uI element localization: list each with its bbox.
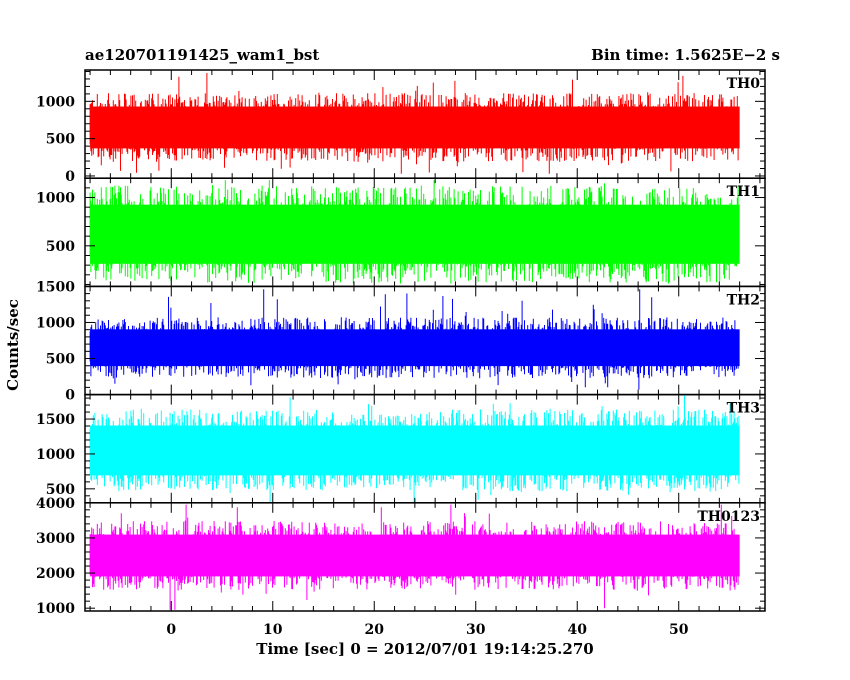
y-tick-label: 500 xyxy=(46,482,75,498)
series-th0 xyxy=(89,73,740,174)
x-tick-label: 10 xyxy=(263,622,283,638)
panel-frame xyxy=(84,502,766,612)
y-tick-label: 4000 xyxy=(36,496,75,512)
x-tick-label: 0 xyxy=(166,622,176,638)
panel-label: TH3 xyxy=(727,401,760,417)
panel-th3: 500 1000 1500 TH3 xyxy=(36,393,766,504)
series-trace xyxy=(89,395,740,503)
y-tick-label: 0 xyxy=(65,388,75,404)
plot-title-left: ae120701191425_wam1_bst xyxy=(85,46,319,64)
y-tick-label: 2000 xyxy=(36,566,75,582)
series-th1 xyxy=(89,180,740,284)
y-tick-label: 1500 xyxy=(36,412,75,428)
y-tick-label: 1000 xyxy=(36,94,75,110)
panel-th0: 0 500 1000 TH0 xyxy=(36,69,766,185)
y-tick-label: 1500 xyxy=(36,279,75,295)
panel-th2: 0 500 1000 1500 TH2 xyxy=(36,279,766,404)
panel-th1: 500 1000 TH1 xyxy=(36,177,766,288)
x-tick-label: 50 xyxy=(669,622,689,638)
y-axis-label: Counts/sec xyxy=(4,299,22,391)
y-tick-label: 1000 xyxy=(36,191,75,207)
panel-label: TH0 xyxy=(727,76,761,92)
x-tick-label: 30 xyxy=(466,622,486,638)
y-tick-label: 0 xyxy=(65,169,75,185)
series-th3 xyxy=(89,395,740,503)
y-tick-label: 3000 xyxy=(36,531,75,547)
panel-label: TH2 xyxy=(727,292,760,308)
series-th2 xyxy=(89,289,740,390)
series-trace xyxy=(89,504,740,610)
y-tick-label: 1000 xyxy=(36,447,75,463)
panel-th0123: 1000 2000 3000 4000 TH0123 xyxy=(36,496,766,617)
x-tick-label: 20 xyxy=(365,622,385,638)
series-trace xyxy=(89,180,740,284)
y-tick-label: 1000 xyxy=(36,315,75,331)
y-tick-label: 500 xyxy=(46,132,75,148)
panel-label: TH0123 xyxy=(697,509,760,525)
plot-title-right: Bin time: 1.5625E−2 s xyxy=(591,46,780,64)
series-trace xyxy=(89,289,740,390)
series-trace xyxy=(89,73,740,174)
y-tick-label: 1000 xyxy=(36,601,75,617)
series-th0123 xyxy=(89,504,740,610)
panel-label: TH1 xyxy=(727,184,760,200)
y-tick-label: 500 xyxy=(46,239,75,255)
x-axis-label: Time [sec] 0 = 2012/07/01 19:14:25.270 xyxy=(256,640,593,658)
x-tick-label: 40 xyxy=(567,622,587,638)
y-tick-label: 500 xyxy=(46,352,75,368)
